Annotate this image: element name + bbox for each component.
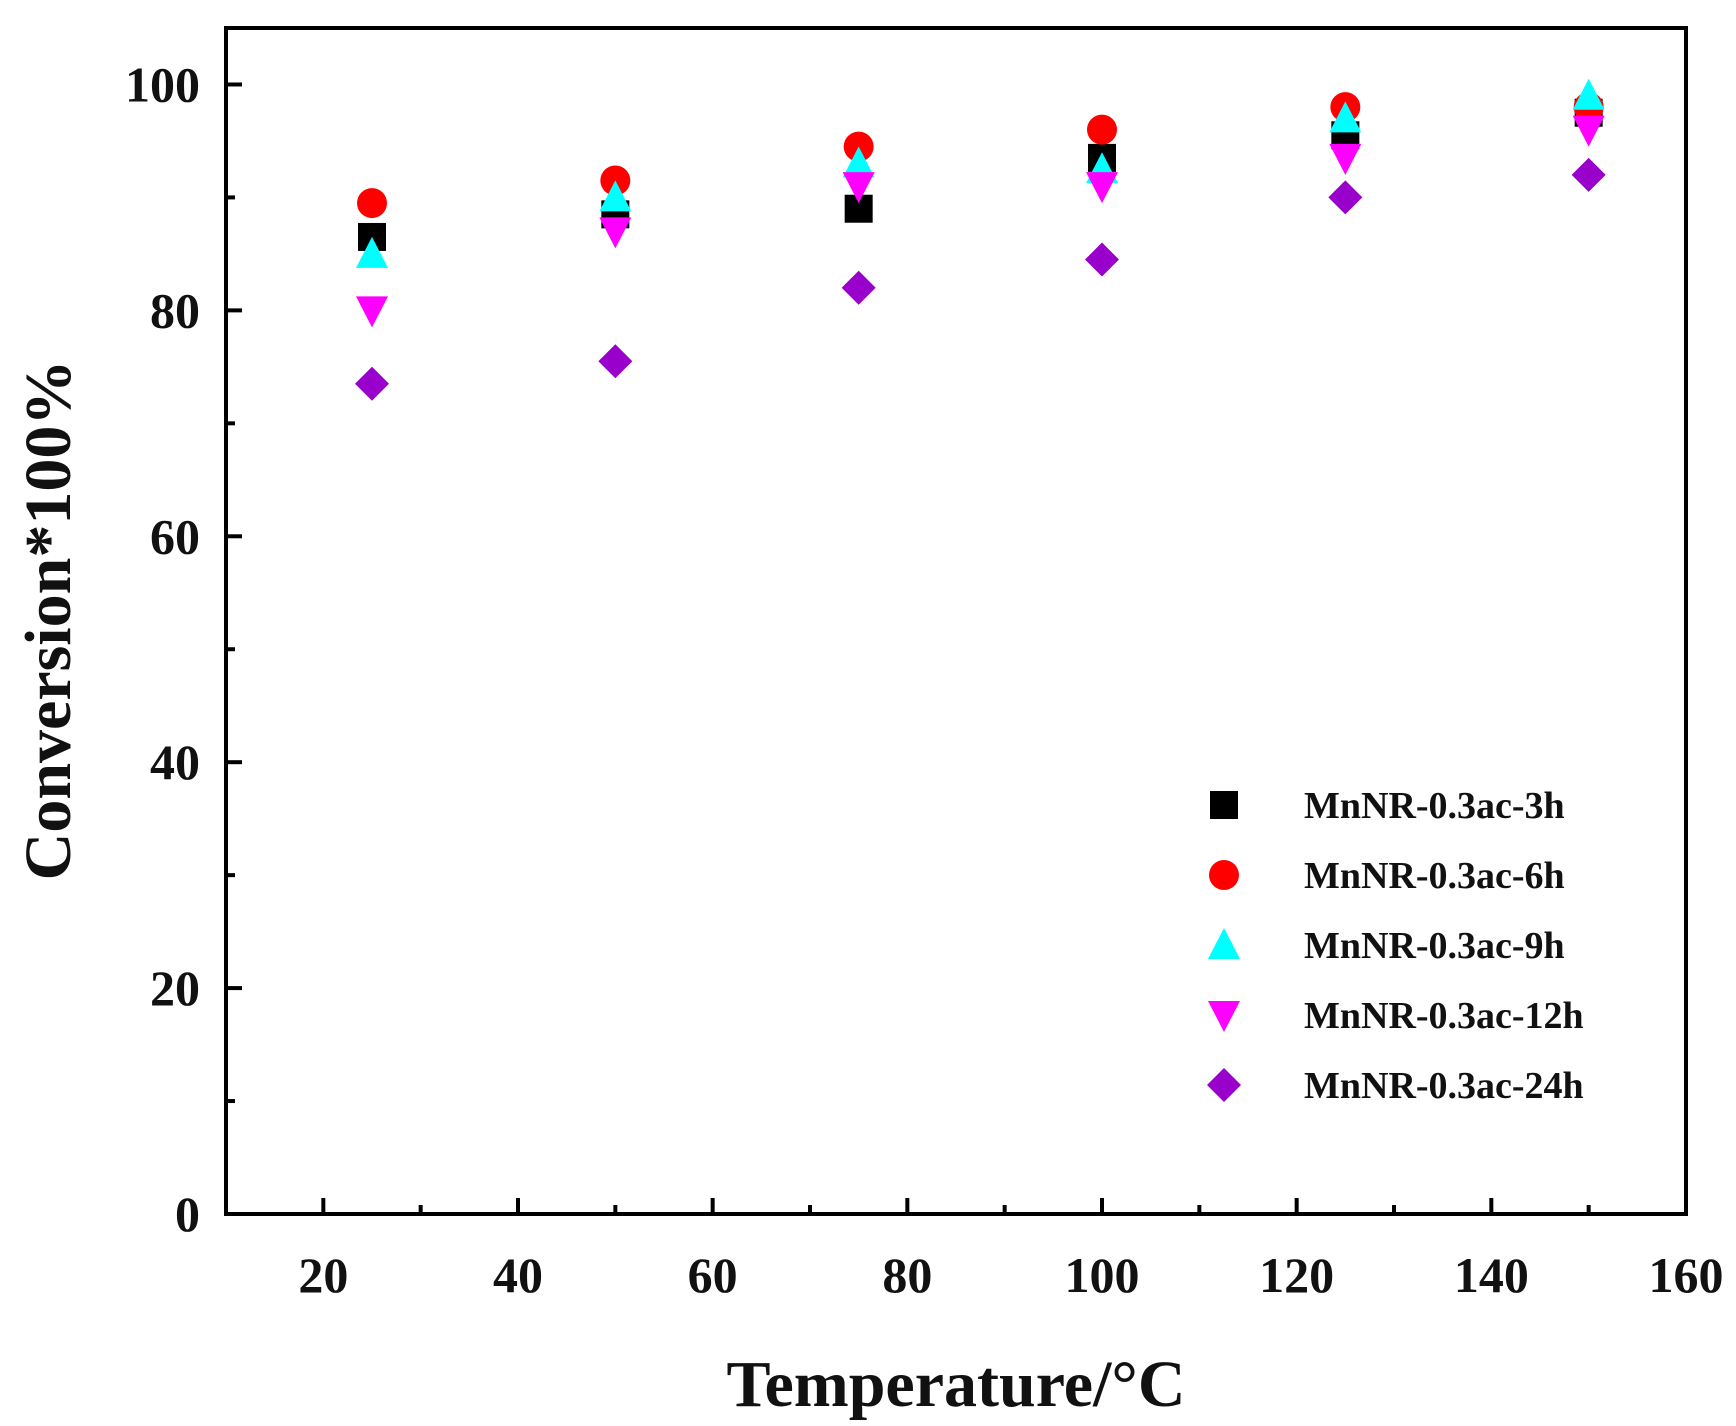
legend-label: MnNR-0.3ac-9h: [1304, 925, 1565, 967]
x-tick-label: 160: [1649, 1247, 1724, 1303]
y-tick-label: 100: [125, 56, 200, 112]
y-axis-title: Conversion*100%: [12, 360, 85, 881]
x-tick-label: 140: [1454, 1247, 1529, 1303]
x-tick-label: 100: [1065, 1247, 1140, 1303]
x-tick-label: 80: [882, 1247, 932, 1303]
y-tick-label: 20: [150, 960, 200, 1016]
x-axis-title: Temperature/°C: [726, 1348, 1185, 1421]
legend-label: MnNR-0.3ac-6h: [1304, 855, 1565, 897]
legend-label: MnNR-0.3ac-24h: [1304, 1065, 1584, 1107]
x-tick-label: 120: [1259, 1247, 1334, 1303]
legend-marker: [1209, 860, 1239, 890]
y-tick-label: 0: [175, 1186, 200, 1242]
legend-label: MnNR-0.3ac-3h: [1304, 785, 1565, 827]
y-tick-label: 40: [150, 734, 200, 790]
legend-label: MnNR-0.3ac-12h: [1304, 995, 1584, 1037]
legend-marker: [1210, 791, 1238, 819]
data-point: [1087, 115, 1117, 145]
y-tick-label: 80: [150, 282, 200, 338]
data-point: [357, 188, 387, 218]
x-tick-label: 60: [688, 1247, 738, 1303]
scatter-chart: 20 40 60 80 100 120 140 160 0 20 40 60 80 100 Temper…: [0, 0, 1736, 1426]
x-tick-label: 40: [493, 1247, 543, 1303]
x-tick-label: 20: [298, 1247, 348, 1303]
y-tick-label: 60: [150, 508, 200, 564]
